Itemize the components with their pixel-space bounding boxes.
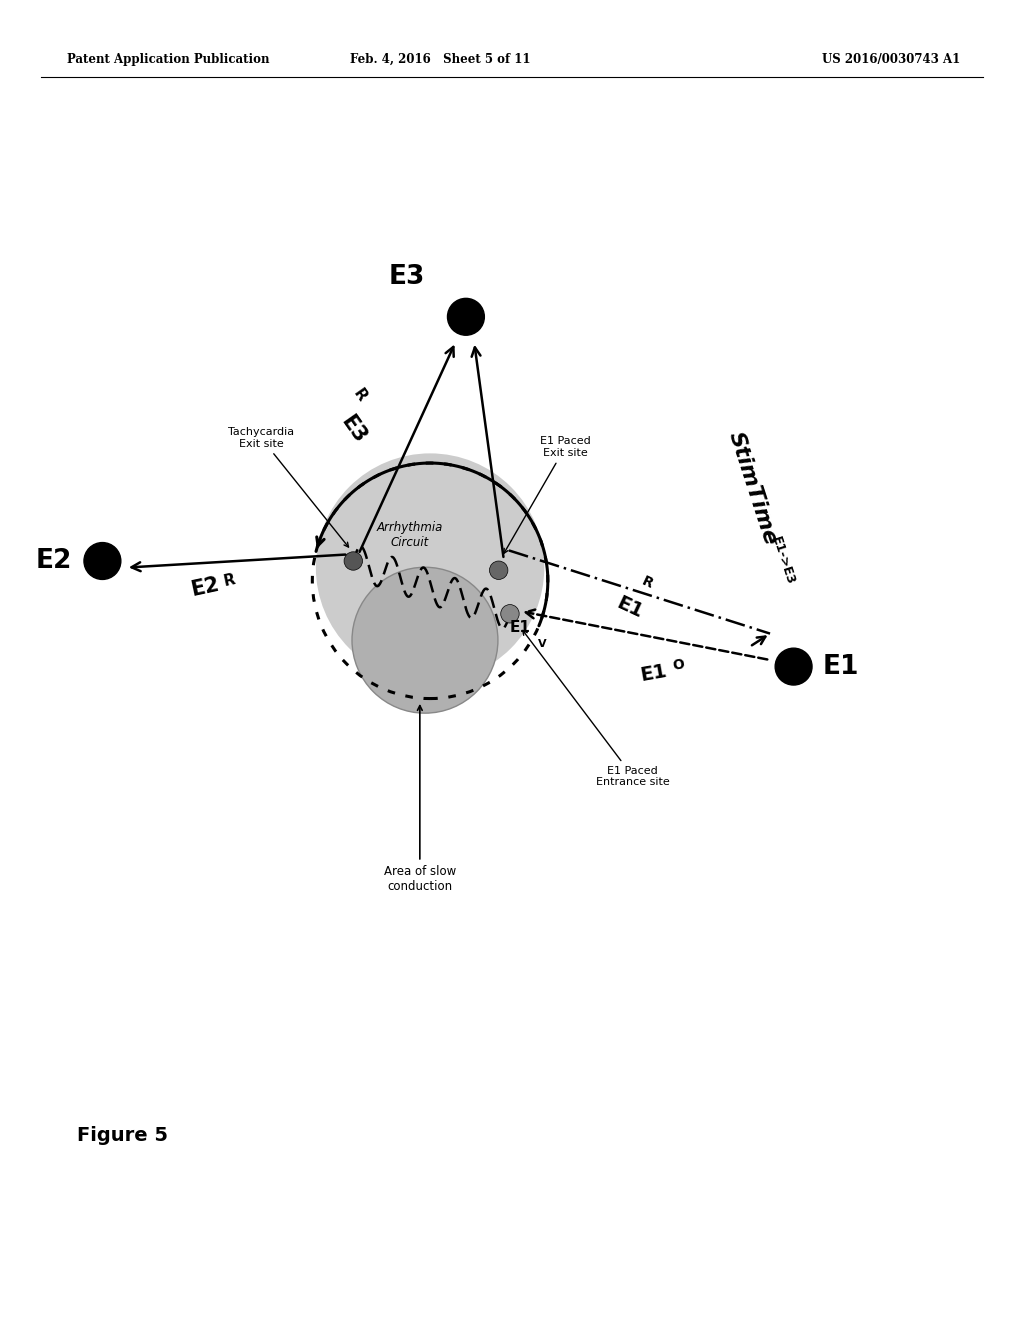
Ellipse shape [84, 543, 121, 579]
Text: E1: E1 [613, 593, 646, 622]
Text: E1: E1 [510, 619, 530, 635]
Text: E2: E2 [188, 574, 221, 601]
Text: StimTime: StimTime [725, 429, 780, 548]
Ellipse shape [315, 453, 545, 682]
Text: US 2016/0030743 A1: US 2016/0030743 A1 [821, 53, 961, 66]
Text: Feb. 4, 2016   Sheet 5 of 11: Feb. 4, 2016 Sheet 5 of 11 [350, 53, 530, 66]
Text: E1->E3: E1->E3 [769, 535, 798, 587]
Text: E1: E1 [822, 653, 859, 680]
Text: E1: E1 [638, 661, 669, 685]
Text: Arrhythmia
Circuit: Arrhythmia Circuit [377, 520, 442, 549]
Ellipse shape [447, 298, 484, 335]
Text: R: R [222, 572, 237, 589]
Text: E3: E3 [337, 412, 370, 446]
Text: Tachycardia
Exit site: Tachycardia Exit site [228, 428, 348, 546]
Text: E1 Paced
Exit site: E1 Paced Exit site [504, 437, 591, 553]
Ellipse shape [489, 561, 508, 579]
Text: Area of slow
conduction: Area of slow conduction [384, 706, 456, 892]
Text: V: V [538, 639, 546, 649]
Text: O: O [671, 657, 685, 673]
Ellipse shape [344, 552, 362, 570]
Ellipse shape [775, 648, 812, 685]
Text: E3: E3 [388, 264, 425, 290]
Text: E1 Paced
Entrance site: E1 Paced Entrance site [523, 631, 670, 787]
Text: Figure 5: Figure 5 [77, 1126, 168, 1144]
Text: E2: E2 [35, 548, 72, 574]
Text: R: R [640, 574, 655, 591]
Text: Patent Application Publication: Patent Application Publication [67, 53, 269, 66]
Ellipse shape [501, 605, 519, 623]
Text: R: R [350, 387, 370, 404]
Ellipse shape [352, 568, 498, 713]
